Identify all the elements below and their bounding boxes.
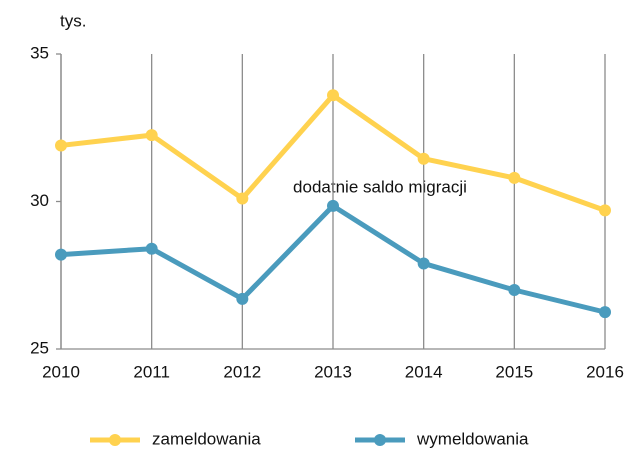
y-tick-label: 25 — [30, 338, 49, 357]
data-point — [55, 248, 67, 261]
data-point — [327, 89, 339, 102]
x-tick-label: 2012 — [223, 362, 261, 381]
x-tick-label: 2014 — [405, 362, 443, 381]
annotation: dodatnie saldo migracji — [293, 177, 467, 196]
x-tick-label: 2016 — [586, 362, 624, 381]
data-point — [599, 204, 611, 217]
data-point — [55, 139, 67, 152]
x-tick-label: 2013 — [314, 362, 352, 381]
y-tick-label: 30 — [30, 191, 49, 210]
x-tick-label: 2011 — [133, 362, 170, 381]
data-point — [236, 292, 249, 305]
data-point — [145, 242, 158, 255]
legend-label: zameldowania — [152, 429, 261, 448]
data-point — [508, 284, 521, 296]
y-tick-label: 35 — [30, 43, 49, 62]
data-point — [508, 171, 521, 184]
data-point — [145, 129, 158, 142]
data-point — [417, 257, 430, 270]
data-point — [236, 192, 249, 205]
y-axis-label: tys. — [60, 11, 86, 30]
legend-marker — [374, 434, 386, 446]
data-point — [599, 306, 611, 319]
data-point — [417, 152, 430, 165]
x-tick-label: 2010 — [42, 362, 80, 381]
legend-marker — [109, 434, 121, 446]
legend-label: wymeldowania — [416, 429, 529, 448]
x-tick-label: 2015 — [495, 362, 533, 381]
data-point — [327, 199, 339, 212]
